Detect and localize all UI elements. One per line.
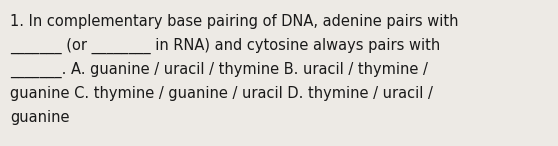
Text: _______ (or ________ in RNA) and cytosine always pairs with: _______ (or ________ in RNA) and cytosin… — [10, 38, 440, 54]
Text: _______. A. guanine / uracil / thymine B. uracil / thymine /: _______. A. guanine / uracil / thymine B… — [10, 62, 428, 78]
Text: 1. In complementary base pairing of DNA, adenine pairs with: 1. In complementary base pairing of DNA,… — [10, 14, 459, 29]
Text: guanine C. thymine / guanine / uracil D. thymine / uracil /: guanine C. thymine / guanine / uracil D.… — [10, 86, 433, 101]
Text: guanine: guanine — [10, 110, 70, 125]
